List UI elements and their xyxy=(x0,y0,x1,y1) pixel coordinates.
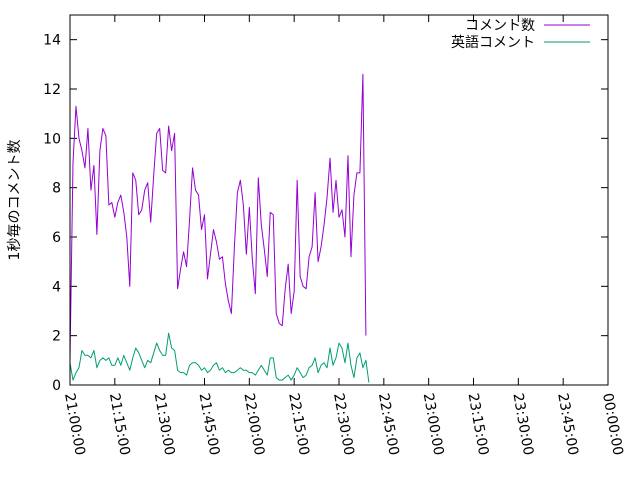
x-tick-labels: 21:00:00 21:15:00 21:30:00 21:45:00 22:00:00… xyxy=(61,392,626,457)
x-tick-label: 23:15:00 xyxy=(465,392,492,457)
y-tick-label: 4 xyxy=(52,279,61,295)
x-tick-label: 21:30:00 xyxy=(151,392,178,457)
axis-ticks xyxy=(69,15,609,386)
y-tick-labels: 0 2 4 6 8 10 12 14 xyxy=(43,33,61,394)
x-tick-label: 23:30:00 xyxy=(509,392,536,457)
legend-label-0: コメント数 xyxy=(465,18,535,34)
x-tick-label: 22:45:00 xyxy=(375,392,402,457)
series-line-1 xyxy=(69,332,370,383)
x-tick-label: 22:15:00 xyxy=(285,392,312,457)
plot-frame xyxy=(69,14,609,386)
x-tick-label: 21:45:00 xyxy=(196,392,223,457)
y-tick-label: 14 xyxy=(43,33,61,49)
series-line-0 xyxy=(69,73,367,361)
y-tick-label: 8 xyxy=(52,181,61,197)
y-tick-label: 12 xyxy=(43,82,61,98)
series-lines xyxy=(69,73,370,383)
legend-label-1: 英語コメント xyxy=(451,34,535,51)
y-tick-label: 6 xyxy=(52,230,61,246)
x-tick-label: 21:00:00 xyxy=(61,392,88,457)
y-axis-label: 1秒毎のコメント数 xyxy=(7,140,23,261)
x-tick-label: 00:00:00 xyxy=(599,392,626,457)
x-tick-label: 21:15:00 xyxy=(106,392,133,457)
x-tick-label: 22:30:00 xyxy=(330,392,357,457)
x-tick-label: 23:00:00 xyxy=(420,392,447,457)
y-tick-label: 10 xyxy=(43,131,61,147)
y-tick-label: 0 xyxy=(52,378,61,394)
y-tick-label: 2 xyxy=(52,329,61,345)
x-tick-label: 23:45:00 xyxy=(554,392,581,457)
x-tick-label: 22:00:00 xyxy=(240,392,267,457)
